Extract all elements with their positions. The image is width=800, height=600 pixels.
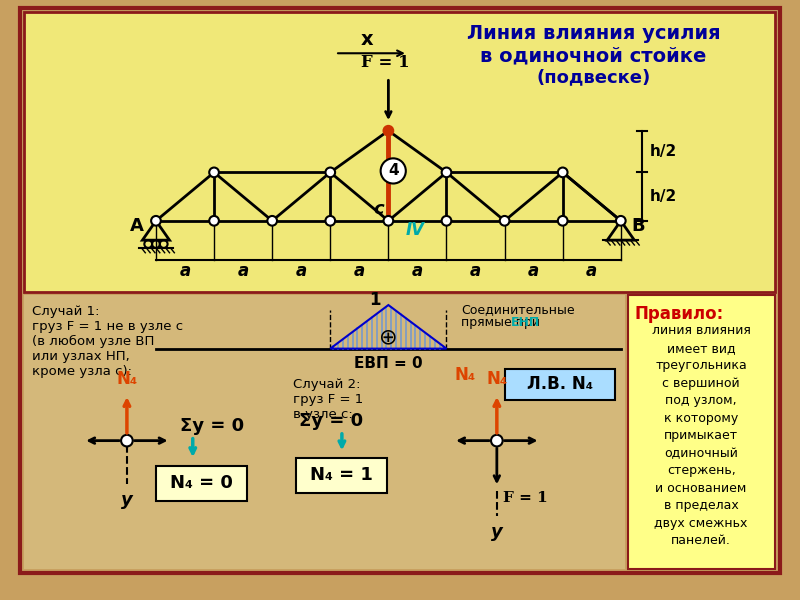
- Text: c: c: [374, 200, 384, 218]
- Text: Σy = 0: Σy = 0: [180, 417, 244, 435]
- Circle shape: [210, 167, 219, 177]
- Text: Σy = 0: Σy = 0: [299, 412, 363, 430]
- Text: Случай 2:
груз F = 1
в узле c:: Случай 2: груз F = 1 в узле c:: [294, 377, 364, 421]
- Circle shape: [383, 216, 394, 226]
- FancyBboxPatch shape: [156, 466, 247, 500]
- Text: N₄: N₄: [454, 367, 475, 385]
- Circle shape: [383, 126, 394, 136]
- Circle shape: [267, 216, 277, 226]
- Text: 1: 1: [369, 291, 381, 309]
- Text: в одиночной стойке: в одиночной стойке: [481, 47, 707, 65]
- Text: h/2: h/2: [650, 189, 677, 204]
- Text: y: y: [491, 523, 502, 541]
- Text: N₄ = 0: N₄ = 0: [170, 474, 233, 492]
- Text: A: A: [130, 217, 143, 235]
- Circle shape: [500, 216, 510, 226]
- Text: Л.В. N₄: Л.В. N₄: [526, 376, 593, 394]
- Text: Соединительные: Соединительные: [461, 304, 574, 316]
- Text: F = 1: F = 1: [361, 53, 410, 71]
- Text: a: a: [586, 262, 598, 280]
- Circle shape: [442, 167, 451, 177]
- Bar: [24, 295, 625, 569]
- Text: a: a: [412, 262, 423, 280]
- Bar: [627, 295, 774, 569]
- Text: N₄: N₄: [116, 370, 138, 388]
- Text: прямые при: прямые при: [461, 316, 544, 329]
- Circle shape: [558, 167, 567, 177]
- Text: F = 1: F = 1: [502, 491, 547, 505]
- Circle shape: [442, 216, 451, 226]
- Text: a: a: [295, 262, 307, 280]
- Circle shape: [121, 435, 133, 446]
- Circle shape: [151, 216, 161, 226]
- Text: h/2: h/2: [650, 144, 677, 159]
- Bar: [24, 11, 774, 292]
- Circle shape: [326, 216, 335, 226]
- FancyBboxPatch shape: [505, 369, 615, 400]
- Text: ЕНП: ЕНП: [511, 316, 541, 329]
- Circle shape: [558, 216, 567, 226]
- Text: a: a: [354, 262, 365, 280]
- Text: линия влияния
имеет вид
треугольника
с вершиной
под узлом,
к которому
примыкает
: линия влияния имеет вид треугольника с в…: [652, 325, 750, 547]
- Text: Линия влияния усилия: Линия влияния усилия: [467, 25, 721, 43]
- Text: ЕВП = 0: ЕВП = 0: [354, 356, 422, 371]
- Text: Правило:: Правило:: [634, 305, 724, 323]
- Text: N₄: N₄: [486, 370, 507, 388]
- Circle shape: [210, 216, 219, 226]
- Text: ⊕: ⊕: [379, 327, 398, 347]
- Text: N₄ = 1: N₄ = 1: [310, 466, 374, 484]
- Text: Случай 1:
груз F = 1 не в узле c
(в любом узле ВП
или узлах НП,
кроме узла c):: Случай 1: груз F = 1 не в узле c (в любо…: [32, 305, 183, 378]
- Text: (подвеске): (подвеске): [537, 68, 651, 86]
- Text: a: a: [238, 262, 249, 280]
- Circle shape: [491, 435, 502, 446]
- Text: a: a: [528, 262, 539, 280]
- Text: B: B: [631, 217, 645, 235]
- Text: y: y: [121, 491, 133, 509]
- Text: IV: IV: [406, 221, 425, 239]
- Circle shape: [381, 158, 406, 184]
- Text: x: x: [360, 30, 373, 49]
- Text: a: a: [470, 262, 481, 280]
- FancyBboxPatch shape: [296, 458, 387, 493]
- Circle shape: [616, 216, 626, 226]
- Text: a: a: [179, 262, 190, 280]
- Circle shape: [326, 167, 335, 177]
- Text: 4: 4: [388, 163, 398, 178]
